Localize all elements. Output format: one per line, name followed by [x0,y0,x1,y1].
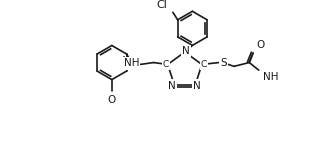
Text: C: C [201,60,207,69]
Text: Cl: Cl [156,0,167,10]
Text: N: N [193,80,201,90]
Text: C: C [163,60,169,69]
Text: N: N [182,46,190,56]
Text: NH: NH [124,59,139,69]
Text: O: O [256,40,264,50]
Text: O: O [108,95,116,105]
Text: NH: NH [263,72,278,82]
Text: S: S [220,58,227,68]
Text: N: N [168,80,176,90]
